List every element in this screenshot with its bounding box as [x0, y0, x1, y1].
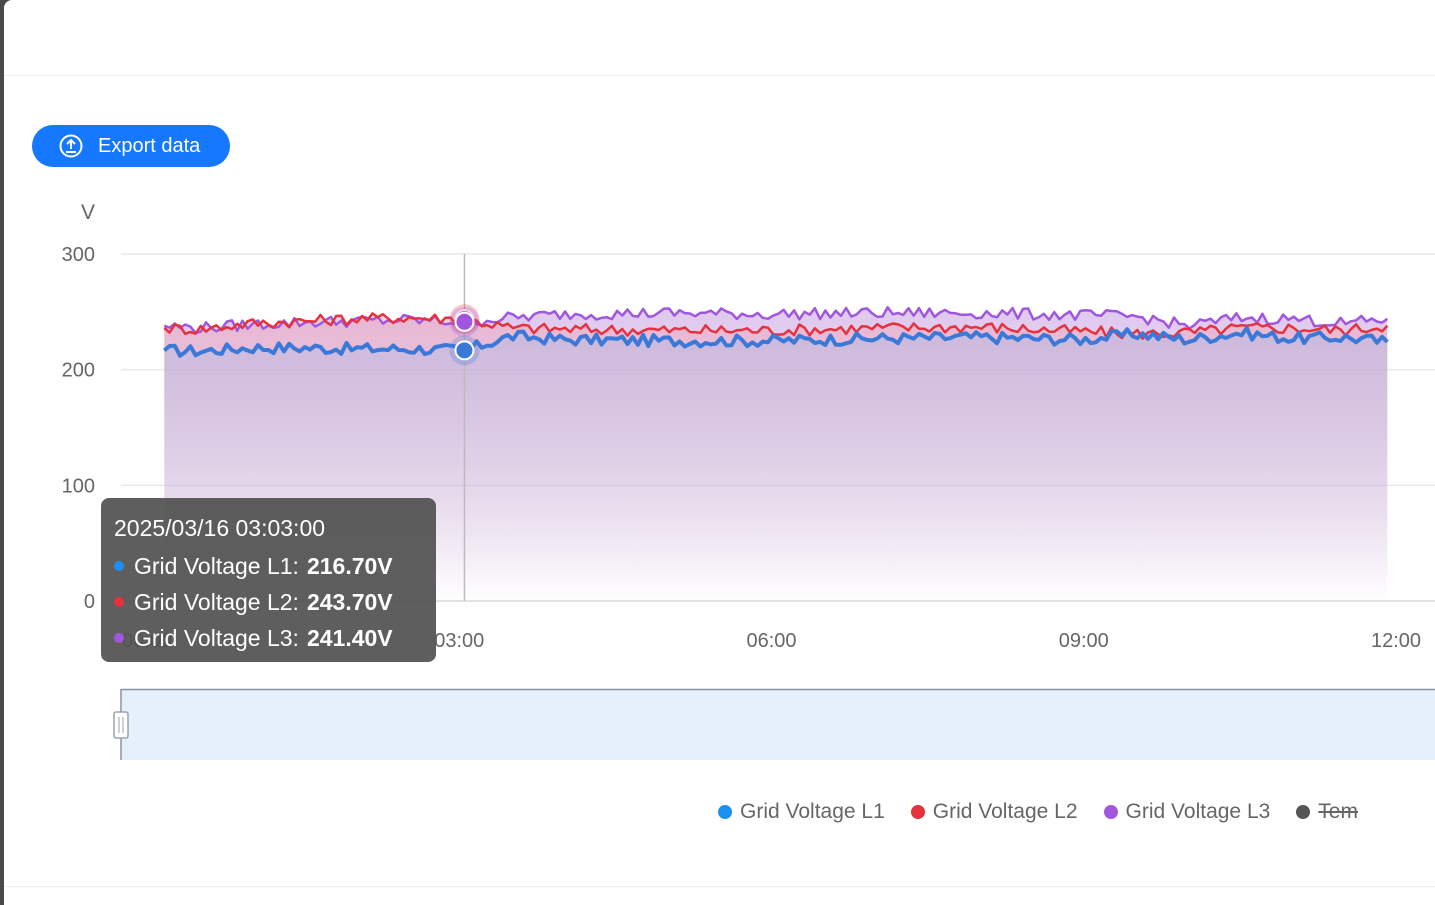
- legend-dot-l2: [910, 805, 925, 819]
- legend-item-temperature[interactable]: Tem: [1296, 800, 1358, 824]
- zoom-handle-left: [113, 711, 129, 739]
- legend-dot-l3: [1103, 805, 1118, 819]
- highlight-point-l3: [454, 311, 475, 332]
- tooltip-value-l1: 216.70V: [306, 553, 393, 579]
- legend-item-l2[interactable]: Grid Voltage L2: [910, 800, 1078, 824]
- x-tick-label-0900: 09:00: [1059, 630, 1109, 652]
- tooltip-value-l2: 243.70V: [306, 589, 393, 615]
- crosshair: [449, 254, 480, 601]
- x-tick-label-0600: 06:00: [746, 630, 796, 652]
- tooltip-label-l3: Grid Voltage L3:: [134, 625, 299, 651]
- chart-legend: Grid Voltage L1 Grid Voltage L2 Grid Vol…: [718, 800, 1384, 824]
- tooltip-row-l1: Grid Voltage L1: 216.70V: [114, 548, 436, 584]
- series-areas: [164, 307, 1388, 601]
- legend-item-l1[interactable]: Grid Voltage L1: [718, 800, 885, 824]
- legend-label-l3: Grid Voltage L3: [1125, 800, 1271, 823]
- tooltip-dot-l2: [114, 597, 124, 607]
- line-series-l2: [163, 312, 1389, 340]
- y-tick-label-200: 200: [62, 360, 95, 382]
- area-series-l1: [164, 327, 1388, 601]
- tooltip-dot-l3: [114, 633, 124, 643]
- legend-label-l2: Grid Voltage L2: [932, 800, 1078, 823]
- zoom-selection: [121, 689, 1435, 760]
- legend-label-l1: Grid Voltage L1: [740, 800, 885, 823]
- tooltip-row-l2: Grid Voltage L2: 243.70V: [114, 584, 436, 620]
- export-data-button[interactable]: Export data: [32, 125, 230, 167]
- x-tick-label-1200: 12:00: [1371, 630, 1421, 652]
- x-tick-label-0300: 03:00: [434, 630, 484, 652]
- data-zoom-slider[interactable]: [113, 688, 1435, 760]
- panel-footer: [4, 886, 1435, 887]
- legend-dot-l1: [718, 805, 732, 819]
- legend-item-l3[interactable]: Grid Voltage L3: [1103, 800, 1271, 824]
- chart-tooltip: 2025/03/16 03:03:00 Grid Voltage L1: 216…: [101, 498, 436, 662]
- upload-icon: [58, 133, 84, 159]
- panel-header: [4, 0, 1435, 76]
- tooltip-title: 2025/03/16 03:03:00: [114, 515, 326, 541]
- y-tick-label-300: 300: [62, 244, 95, 266]
- tooltip-row-l3: Grid Voltage L3: 241.40V: [114, 620, 436, 656]
- line-series-l1: [163, 325, 1389, 358]
- export-data-label: Export data: [98, 134, 201, 157]
- legend-dot-temperature: [1296, 805, 1311, 819]
- tooltip-dot-l1: [114, 561, 124, 571]
- highlight-point-l1: [454, 340, 475, 361]
- series-lines: [163, 306, 1389, 358]
- tooltip-label-l1: Grid Voltage L1:: [134, 553, 299, 579]
- y-tick-label-100: 100: [62, 475, 95, 497]
- tooltip-value-l3: 241.40V: [306, 625, 393, 651]
- y-tick-label-0: 0: [84, 591, 95, 613]
- legend-label-temperature: Tem: [1318, 800, 1358, 823]
- tooltip-label-l2: Grid Voltage L2:: [134, 589, 299, 615]
- y-axis-unit-label: V: [81, 201, 95, 224]
